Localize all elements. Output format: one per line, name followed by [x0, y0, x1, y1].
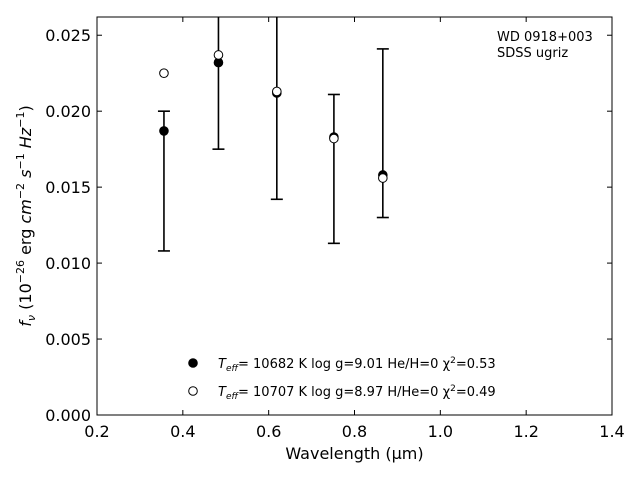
x-tick-label-6: 1.4: [599, 422, 624, 441]
x-tick-label-2: 0.6: [256, 422, 281, 441]
x-tick-label-4: 1.0: [428, 422, 453, 441]
x-tick-label-5: 1.2: [513, 422, 538, 441]
legend-entry-2: Teff= 10707 K log g=8.97 H/He=0 χ2=0.49: [218, 384, 496, 402]
x-tick-label-3: 0.8: [342, 422, 367, 441]
filled-point-0: [159, 126, 169, 136]
open-point-4: [378, 173, 388, 183]
open-point-3: [329, 133, 339, 144]
x-axis-label: Wavelength (μm): [285, 444, 423, 463]
y-tick-label-4: 0.020: [45, 102, 91, 121]
annotation-object-name: WD 0918+003: [497, 30, 593, 45]
x-tick-label-0: 0.2: [84, 422, 109, 441]
annotation-survey: SDSS ugriz: [497, 46, 568, 61]
plot-frame: [96, 16, 613, 416]
x-tick-label-1: 0.4: [170, 422, 195, 441]
y-tick-label-2: 0.010: [45, 254, 91, 273]
open-point-1: [213, 50, 224, 60]
y-tick-label-1: 0.005: [45, 330, 91, 349]
legend: Teff= 10682 K log g=9.01 He/H=0 χ2=0.53 …: [188, 356, 496, 402]
legend-marker-open: [188, 386, 198, 396]
error-bars: [157, 17, 389, 252]
y-tick-label-3: 0.015: [45, 178, 91, 197]
y-tick-label-0: 0.000: [45, 406, 91, 425]
y-tick-label-5: 0.025: [45, 26, 91, 45]
open-point-0: [159, 68, 169, 79]
y-axis-label: fν (10−26 erg cm−2 s−1 Hz−1): [14, 105, 38, 326]
axis-ticks: 0.2 0.4 0.6 0.8 1.0 1.2 1.4 0.000 0.005 0.010 0.01…: [45, 17, 625, 441]
legend-entry-1: Teff= 10682 K log g=9.01 He/H=0 χ2=0.53: [218, 356, 496, 374]
legend-marker-filled: [188, 358, 198, 368]
open-point-2: [272, 86, 282, 97]
data-points: [159, 50, 388, 183]
